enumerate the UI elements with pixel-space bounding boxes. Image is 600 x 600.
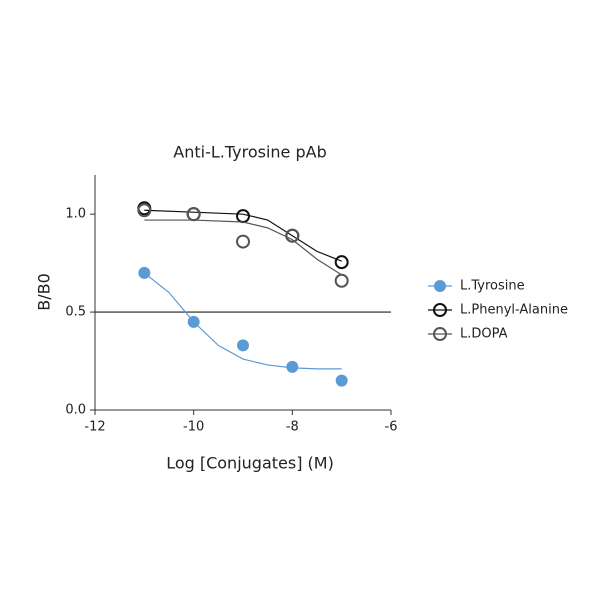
legend-label: L.Tyrosine [460, 279, 525, 294]
x-tick-label: -10 [183, 420, 204, 435]
data-point [187, 315, 200, 328]
data-point [285, 228, 300, 243]
data-point [237, 339, 249, 352]
data-point [334, 255, 349, 270]
fit-curve [143, 272, 342, 370]
x-tick-label: -12 [84, 420, 105, 435]
legend-marker [433, 327, 447, 341]
y-tick-label: 0.0 [65, 403, 86, 418]
data-point [334, 273, 349, 288]
data-point [236, 209, 250, 224]
legend-marker [433, 303, 447, 317]
x-tick-label: -8 [286, 420, 299, 435]
y-axis-label: B/B0 [35, 273, 54, 311]
y-tick-label: 1.0 [65, 207, 86, 222]
fit-curve [144, 209, 342, 262]
x-axis-label: Log [Conjugates] (M) [166, 454, 334, 473]
data-point [335, 374, 348, 387]
legend-label: L.Phenyl-Alanine [460, 303, 568, 318]
data-point [186, 207, 201, 222]
data-point [236, 234, 250, 249]
data-point [137, 203, 152, 218]
x-tick-label: -6 [385, 420, 398, 435]
data-point [286, 360, 299, 373]
legend-marker [434, 280, 446, 292]
y-tick-label: 0.5 [65, 305, 86, 320]
data-point [138, 266, 151, 279]
chart-title: Anti-L.Tyrosine pAb [173, 143, 326, 162]
legend-label: L.DOPA [460, 327, 508, 342]
